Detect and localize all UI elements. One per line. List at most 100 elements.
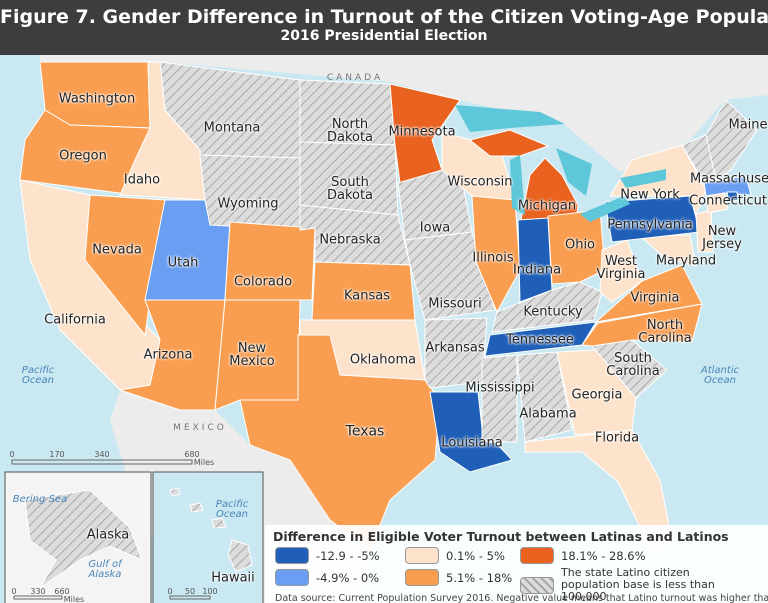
legend-item: -4.9% - 0%	[275, 569, 379, 586]
scale-bar	[169, 595, 211, 600]
state-label: Maryland	[655, 253, 717, 269]
state-label: Maine	[728, 117, 768, 133]
state-label: South Dakota	[326, 175, 374, 203]
state-label: Nevada	[92, 242, 142, 258]
state	[199, 154, 301, 231]
place-label: Pacific Ocean	[215, 499, 249, 520]
scale-tick: 170	[49, 450, 65, 459]
state-label: Utah	[167, 255, 199, 271]
country-label: MEXICO	[173, 423, 227, 433]
place-label: Gulf of Alaska	[88, 559, 122, 580]
state-label: Virginia	[630, 290, 680, 306]
legend-swatch	[405, 569, 439, 586]
state	[471, 195, 521, 314]
state-label: South Carolina	[606, 351, 660, 379]
state	[24, 489, 143, 589]
state-label: New York	[620, 187, 680, 203]
state-label: Kansas	[343, 288, 391, 304]
state-label: Florida	[594, 430, 640, 446]
state	[404, 231, 496, 321]
legend-item: 18.1% - 28.6%	[520, 547, 646, 564]
place-label: Bering Sea	[12, 494, 68, 505]
state-label: Texas	[345, 423, 385, 440]
state-label: Wyoming	[217, 196, 279, 212]
state-label: Oklahoma	[349, 352, 417, 368]
scale-tick: 330	[30, 587, 46, 596]
scale-unit: Miles	[63, 595, 85, 603]
state-label: Massachusetts	[689, 171, 768, 187]
state-label: Louisiana	[441, 435, 503, 451]
state	[169, 487, 253, 573]
state-label: Illinois	[472, 250, 514, 266]
state-label: Colorado	[233, 274, 293, 290]
state	[481, 354, 518, 443]
state-label: Wisconsin	[447, 174, 513, 190]
state-label: Montana	[203, 120, 261, 136]
legend-label: -12.9 - -5%	[316, 548, 380, 563]
state-label: Minnesota	[388, 124, 456, 140]
state	[556, 349, 637, 436]
place-label: Pacific Ocean	[21, 365, 55, 386]
state-label: West Virginia	[596, 254, 646, 282]
state	[397, 169, 473, 241]
state-label: California	[44, 312, 106, 328]
legend: Difference in Eligible Voter Turnout bet…	[265, 525, 768, 603]
legend-item: -12.9 - -5%	[275, 547, 380, 564]
legend-item: The state Latino citizen population base…	[520, 567, 731, 603]
state-label: Pennsylvania	[607, 217, 693, 233]
state-label: Tennessee	[506, 332, 574, 348]
legend-item: 5.1% - 18%	[405, 569, 512, 586]
state-label: New Jersey	[702, 224, 742, 252]
scale-unit: Miles	[193, 458, 215, 467]
legend-swatch	[520, 576, 554, 594]
scale-tick: 0	[11, 587, 17, 596]
legend-swatch	[405, 547, 439, 564]
scale-tick: 50	[184, 587, 196, 596]
state-label: North Dakota	[326, 117, 374, 145]
legend-label: The state Latino citizen population base…	[561, 566, 715, 603]
great-lakes	[455, 105, 666, 222]
state-label: Michigan	[517, 198, 577, 214]
state	[581, 303, 703, 347]
title: Figure 7. Gender Difference in Turnout o…	[0, 6, 768, 28]
state-label: Oregon	[59, 148, 107, 164]
state-label: Ohio	[564, 237, 596, 253]
legend-label: 18.1% - 28.6%	[561, 548, 646, 563]
state-label: Arkansas	[425, 340, 485, 356]
state-label: North Carolina	[638, 318, 692, 346]
state	[599, 239, 643, 303]
legend-item: 0.1% - 5%	[405, 547, 505, 564]
state-label: New Mexico	[229, 341, 275, 369]
lake	[620, 169, 666, 188]
scale-tick: 660	[54, 587, 70, 596]
source-note: Data source: Current Population Survey 2…	[275, 593, 768, 603]
lake	[455, 105, 565, 132]
legend-swatch	[275, 569, 309, 586]
country-label: CANADA	[326, 73, 384, 83]
state	[224, 221, 316, 301]
scale-tick: 0	[167, 587, 173, 596]
scale-bar	[13, 595, 63, 600]
state-label: Idaho	[123, 172, 161, 188]
scale-tick: 0	[9, 450, 15, 459]
state	[517, 217, 553, 303]
scale-tick: 680	[184, 450, 200, 459]
lake	[510, 155, 525, 215]
state	[695, 209, 714, 253]
states	[19, 61, 758, 553]
legend-title: Difference in Eligible Voter Turnout bet…	[273, 529, 729, 544]
state-label: Missouri	[428, 296, 482, 312]
state	[429, 391, 513, 473]
state	[516, 351, 573, 443]
header: Figure 7. Gender Difference in Turnout o…	[0, 0, 768, 55]
state-label: Washington	[58, 91, 136, 107]
state-label: Nebraska	[319, 232, 381, 248]
subtitle: 2016 Presidential Election	[280, 28, 488, 44]
state	[705, 99, 758, 181]
state-label: Alaska	[86, 527, 130, 543]
state-label: Indiana	[512, 262, 562, 278]
state	[594, 264, 703, 323]
legend-label: 5.1% - 18%	[446, 570, 513, 585]
state-label: Kentucky	[523, 304, 583, 320]
